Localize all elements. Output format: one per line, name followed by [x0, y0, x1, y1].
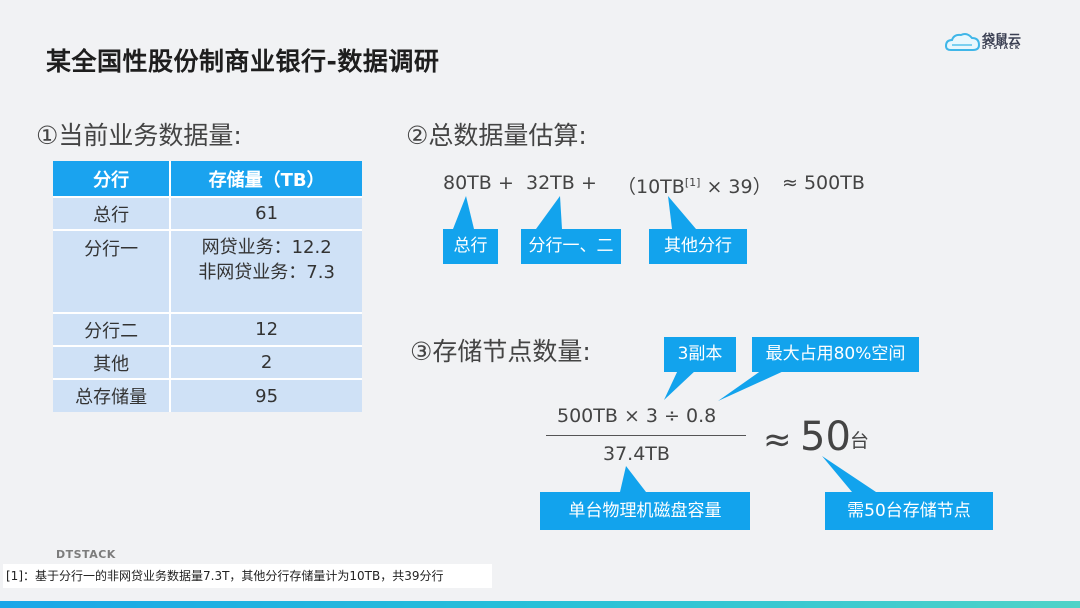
callout-pointer — [536, 196, 562, 229]
bottom-accent-bar — [0, 601, 1080, 608]
table-header-row: 分行 存储量（TB） — [53, 161, 362, 197]
storage-subline: 网贷业务：12.2 — [201, 237, 332, 258]
column-header-storage: 存储量（TB） — [170, 161, 362, 197]
fraction-line — [546, 435, 746, 436]
formula-term-branches: 32TB — [526, 172, 575, 194]
callout-pointer — [822, 456, 876, 492]
logo-subtext: DTSTACK — [982, 45, 1021, 51]
formula-plus: + — [581, 172, 597, 194]
data-volume-table: 分行 存储量（TB） 总行 61 分行一 网贷业务：12.2 非网贷业务：7.3… — [53, 161, 362, 412]
section3-heading: ③存储节点数量: — [410, 337, 591, 366]
table-row: 总行 61 — [53, 196, 362, 230]
dtstack-logo-icon — [944, 33, 981, 51]
section1-heading: ①当前业务数据量: — [36, 121, 242, 150]
footer-brand: DTSTACK — [56, 548, 116, 561]
storage-cell: 95 — [170, 378, 362, 412]
formula-others-rest: × 39） — [700, 176, 772, 198]
node-count-unit: 台 — [850, 430, 870, 452]
callout-headquarters: 总行 — [443, 229, 498, 264]
table-row: 分行二 12 — [53, 312, 362, 346]
formula-term-headquarters: 80TB — [443, 172, 492, 194]
callout-pointer — [718, 370, 786, 401]
callout-pointer — [620, 466, 646, 492]
formula-term-others: （10TB[1] × 39） — [617, 172, 772, 199]
formula-denominator: 37.4TB — [603, 443, 670, 465]
callout-pointer — [664, 370, 696, 400]
table-row: 总存储量 95 — [53, 378, 362, 412]
storage-cell: 12 — [170, 312, 362, 346]
branch-cell: 分行一 — [53, 229, 172, 313]
storage-cell: 网贷业务：12.2 非网贷业务：7.3 — [170, 229, 362, 313]
branch-cell: 总存储量 — [53, 378, 172, 412]
section2-heading: ②总数据量估算: — [406, 121, 587, 150]
formula-plus: + — [498, 172, 514, 194]
footnote-reference: [1] — [684, 176, 701, 189]
column-header-branch: 分行 — [53, 161, 172, 197]
table-row: 分行一 网贷业务：12.2 非网贷业务：7.3 — [53, 229, 362, 313]
formula-numerator: 500TB × 3 ÷ 0.8 — [557, 405, 717, 427]
callout-other-branches: 其他分行 — [649, 229, 747, 264]
callout-branches-one-two: 分行一、二 — [521, 229, 621, 264]
footnote: [1]：基于分行一的非网贷业务数据量7.3T，其他分行存储量计为10TB，共39… — [3, 564, 492, 588]
callout-max-usage: 最大占用80%空间 — [752, 337, 919, 372]
callout-replicas: 3副本 — [664, 337, 736, 372]
callout-node-count: 需50台存储节点 — [825, 492, 993, 530]
page-title: 某全国性股份制商业银行-数据调研 — [46, 47, 440, 76]
formula-result: ≈ 500TB — [782, 172, 865, 194]
table-row: 其他 2 — [53, 345, 362, 379]
formula-others-open: （10TB — [617, 176, 685, 198]
callout-pointer — [668, 196, 696, 229]
logo-text: 袋鼠云 — [982, 33, 1022, 48]
branch-cell: 总行 — [53, 196, 172, 230]
storage-cell: 2 — [170, 345, 362, 379]
callout-pointer — [453, 196, 474, 229]
storage-cell: 61 — [170, 196, 362, 230]
callout-disk-capacity: 单台物理机磁盘容量 — [540, 492, 750, 530]
approx-symbol: ≈ — [763, 420, 792, 460]
storage-subline: 非网贷业务：7.3 — [198, 262, 335, 283]
branch-cell: 分行二 — [53, 312, 172, 346]
branch-cell: 其他 — [53, 345, 172, 379]
node-count-result: 50 — [800, 414, 851, 460]
